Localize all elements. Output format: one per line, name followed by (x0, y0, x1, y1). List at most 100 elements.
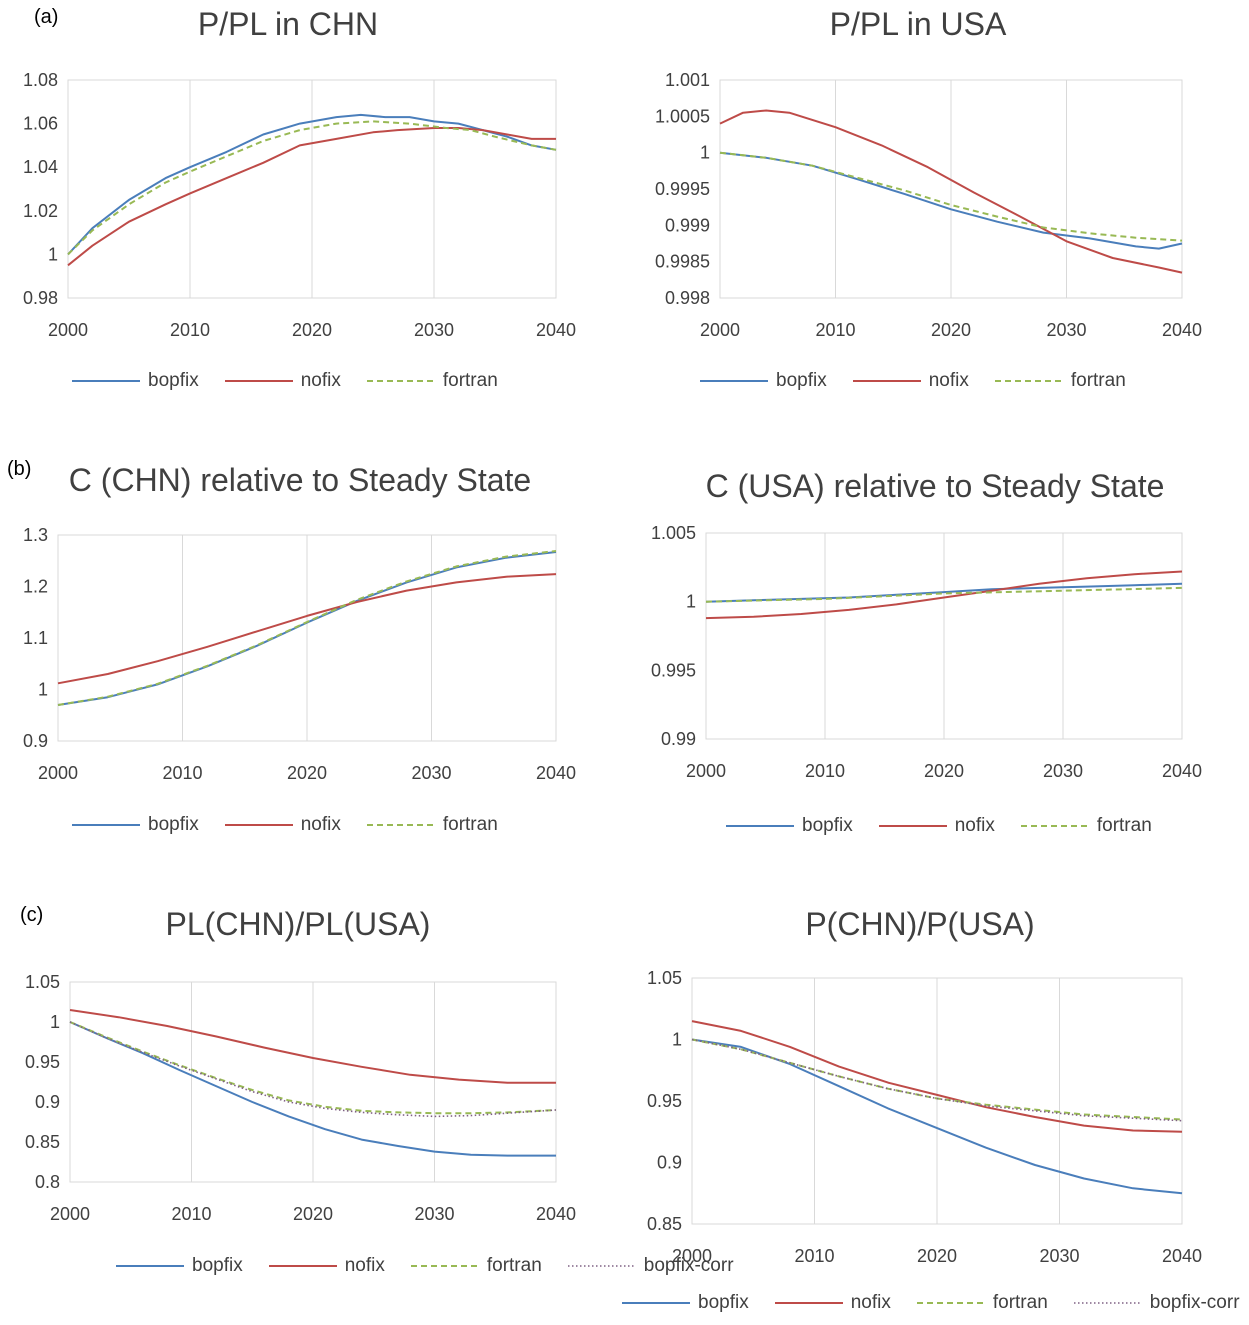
legend-item-nofix: nofix (224, 370, 341, 392)
legend-swatch (567, 1265, 636, 1267)
legend-item-bopfix: bopfix (116, 1255, 243, 1277)
chart-title-c-left: PL(CHN)/PL(USA) (165, 906, 431, 942)
y-tick-label: 1.001 (665, 70, 710, 90)
legend-item-nofix: nofix (852, 370, 969, 392)
legend-label: bopfix-corr (643, 1255, 734, 1276)
y-tick-label: 1.05 (647, 968, 682, 988)
legend-swatch (116, 1265, 184, 1267)
legend-swatch (916, 1302, 985, 1304)
x-tick-label: 2020 (292, 320, 332, 340)
y-tick-label: 0.95 (25, 1052, 60, 1072)
y-tick-label: 1 (50, 1012, 60, 1032)
y-tick-label: 0.9985 (655, 252, 710, 272)
legend-label: nofix (300, 814, 341, 835)
y-tick-label: 0.999 (665, 215, 710, 235)
panel-label-a: (a) (34, 6, 59, 28)
legend-swatch (994, 380, 1063, 382)
chart-b-left: 2000 2010 2020 2030 2040 0.9 1 1.1 1.2 1.3 (23, 525, 576, 783)
chart-c-left: 2000 2010 2020 2030 2040 0.8 0.85 0.9 0.95 1 1.05 (25, 972, 576, 1224)
legend-a-right: bopfix nofix fortran (700, 370, 1152, 392)
legend-label: fortran (992, 1292, 1048, 1313)
y-tick-label: 1 (48, 244, 58, 264)
legend-swatch (268, 1265, 337, 1267)
legend-swatch (224, 824, 293, 826)
y-tick-label: 1.1 (23, 628, 48, 648)
series-line-bopfix-corr (69, 1021, 557, 1118)
x-tick-label: 2020 (917, 1246, 957, 1266)
x-tick-label: 2010 (171, 1204, 211, 1224)
legend-label: nofix (850, 1292, 891, 1313)
legend-swatch (1073, 1302, 1142, 1304)
y-tick-label: 1 (672, 1030, 682, 1050)
y-tick-label: 0.99 (661, 729, 696, 749)
y-tick-label: 0.9 (657, 1153, 682, 1173)
y-tick-label: 1 (700, 143, 710, 163)
x-tick-label: 2030 (1039, 1246, 1079, 1266)
x-tick-label: 2000 (686, 761, 726, 781)
x-tick-label: 2010 (805, 761, 845, 781)
chart-c-right: 2000 2010 2020 2030 2040 0.85 0.9 0.95 1 1.05 (647, 968, 1202, 1266)
x-tick-label: 2000 (38, 763, 78, 783)
y-tick-label: 0.98 (23, 288, 58, 308)
y-tick-label: 1.005 (651, 523, 696, 543)
x-tick-label: 2040 (1162, 761, 1202, 781)
y-tick-label: 1 (38, 680, 48, 700)
y-tick-label: 0.995 (651, 660, 696, 680)
x-tick-label: 2020 (287, 763, 327, 783)
x-tick-label: 2030 (414, 320, 454, 340)
chart-title-a-left: P/PL in CHN (197, 6, 379, 42)
legend-swatch (72, 824, 140, 826)
x-tick-label: 2000 (50, 1204, 90, 1224)
chart-a-left: 2000 2010 2020 2030 2040 0.98 1 1.02 1.04 1.06 1.0… (23, 70, 576, 340)
series-line-bopfix (705, 582, 1183, 603)
legend-c-right: bopfix nofix fortran bopfix-corr (622, 1292, 1249, 1314)
legend-swatch (72, 380, 140, 382)
y-tick-label: 1.3 (23, 525, 48, 545)
legend-swatch (774, 1302, 843, 1304)
legend-item-nofix: nofix (224, 814, 341, 836)
x-tick-label: 2030 (414, 1204, 454, 1224)
x-tick-label: 2010 (170, 320, 210, 340)
legend-swatch (622, 1302, 690, 1304)
legend-item-bopfix: bopfix (72, 370, 199, 392)
legend-swatch (726, 825, 794, 827)
x-tick-label: 2040 (536, 763, 576, 783)
chart-title-b-right: C (USA) relative to Steady State (705, 468, 1165, 504)
legend-label: fortran (442, 814, 498, 835)
legend-item-nofix: nofix (774, 1292, 891, 1314)
legend-label: bopfix (192, 1255, 243, 1276)
legend-label: nofix (344, 1255, 385, 1276)
legend-item-bopfix: bopfix (700, 370, 827, 392)
legend-c-left: bopfix nofix fortran bopfix-corr (116, 1255, 734, 1277)
x-tick-label: 2000 (700, 320, 740, 340)
y-tick-label: 0.85 (647, 1214, 682, 1234)
legend-item-fortran: fortran (1020, 815, 1152, 837)
chart-a-right: 2000 2010 2020 2030 2040 0.998 0.9985 0.999 0.99… (655, 70, 1202, 340)
x-tick-label: 2040 (536, 1204, 576, 1224)
x-tick-label: 2030 (1043, 761, 1083, 781)
legend-label: fortran (486, 1255, 542, 1276)
y-tick-label: 0.998 (665, 288, 710, 308)
y-tick-label: 0.9 (23, 731, 48, 751)
series-line-nofix (719, 109, 1183, 274)
legend-label: bopfix (802, 815, 853, 836)
legend-swatch (878, 825, 947, 827)
series-line-nofix (69, 1009, 556, 1084)
legend-item-fortran: fortran (366, 814, 498, 836)
y-tick-label: 1.02 (23, 201, 58, 221)
legend-item-nofix: nofix (268, 1255, 385, 1277)
y-tick-label: 0.95 (647, 1091, 682, 1111)
legend-item-bopfix: bopfix (622, 1292, 749, 1314)
series-line-nofix (67, 127, 556, 267)
chart-title-a-right: P/PL in USA (829, 6, 1007, 42)
legend-label: bopfix (698, 1292, 749, 1313)
legend-b-left: bopfix nofix fortran (72, 814, 524, 836)
x-tick-label: 2040 (1162, 320, 1202, 340)
chart-title-c-right: P(CHN)/P(USA) (805, 906, 1035, 942)
legend-swatch (410, 1265, 479, 1267)
y-tick-label: 0.9995 (655, 179, 710, 199)
legend-item-bopfix-corr: bopfix-corr (567, 1255, 734, 1277)
legend-label: nofix (954, 815, 995, 836)
y-tick-label: 0.9 (35, 1092, 60, 1112)
